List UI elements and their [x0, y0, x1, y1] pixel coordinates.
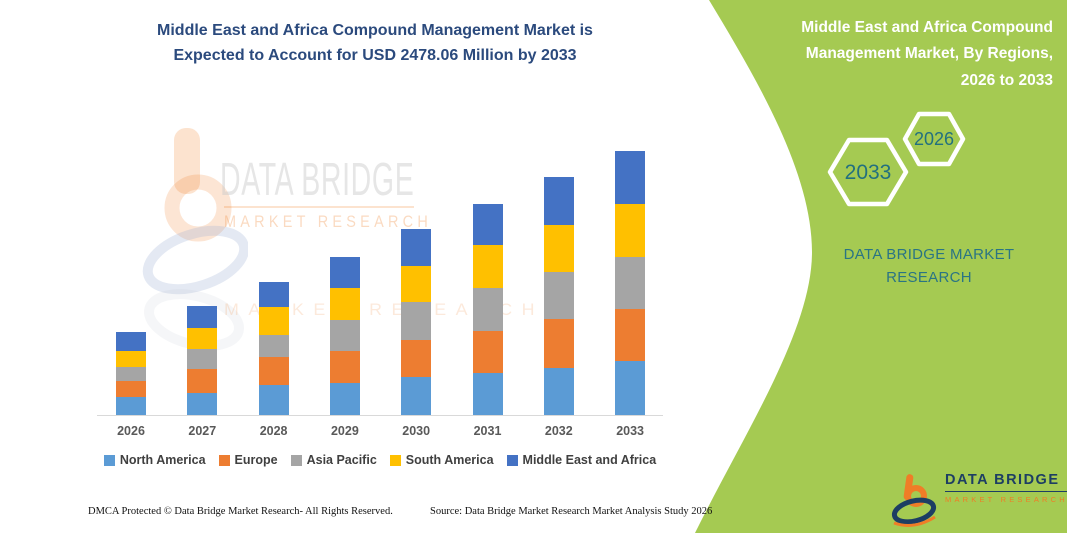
- legend-swatch-europe: [218, 454, 230, 466]
- x-axis-label-2029: 2029: [330, 424, 359, 438]
- bar-segment-2033-south-america: [615, 204, 646, 258]
- brand-name-text: DATA BRIDGE MARKET RESEARCH: [843, 246, 1015, 287]
- bar-2033: [615, 120, 646, 415]
- bar-segment-2032-middle-east-and-africa: [543, 176, 574, 225]
- bar-segment-2030-europe: [401, 339, 432, 378]
- bar-2027: [187, 120, 218, 415]
- bar-segment-2033-asia-pacific: [615, 257, 646, 310]
- panel-heading: Middle East and Africa Compound Manageme…: [801, 19, 1053, 89]
- bar-segment-2027-middle-east-and-africa: [187, 306, 218, 329]
- chart-title: Middle East and Africa Compound Manageme…: [55, 19, 695, 69]
- chart-title-line1: Middle East and Africa Compound Manageme…: [157, 22, 593, 39]
- x-axis-label-2028: 2028: [259, 424, 288, 438]
- chart-legend: North America Europe Asia Pacific South Ame…: [80, 453, 680, 467]
- hexagon-2033: [827, 137, 909, 207]
- x-axis-label-2032: 2032: [544, 424, 573, 438]
- legend-item-asia-pacific: Asia Pacific: [290, 453, 377, 467]
- legend-label-middle-east-and-africa: Middle East and Africa: [522, 453, 657, 467]
- bar-2029: [329, 120, 360, 415]
- brand-logo-name: DATA BRIDGE: [945, 472, 1067, 492]
- legend-swatch-south-america: [389, 454, 401, 466]
- bar-segment-2028-north-america: [258, 384, 289, 415]
- bar-segment-2026-europe: [116, 381, 146, 398]
- bar-segment-2029-asia-pacific: [329, 320, 360, 351]
- footer-source-text: Source: Data Bridge Market Research Mark…: [430, 506, 713, 517]
- bar-2028: [258, 120, 289, 415]
- brand-logo-textblock: DATA BRIDGE MARKET RESEARCH: [945, 472, 1067, 504]
- legend-item-europe: Europe: [218, 453, 278, 467]
- legend-item-north-america: North America: [103, 453, 206, 467]
- footer-dmca-text: DMCA Protected © Data Bridge Market Rese…: [88, 506, 393, 517]
- bar-2030: [401, 120, 432, 415]
- bar-2032: [543, 120, 574, 415]
- bar-2031: [472, 120, 503, 415]
- legend-label-south-america: South America: [405, 453, 494, 467]
- x-axis-labels: 2026 2027 2028 2029 2030 2031 2032 2033: [97, 424, 663, 442]
- hexagon-2026-label: 2026: [914, 129, 954, 149]
- bar-segment-2030-north-america: [401, 377, 432, 415]
- brand-logo: DATA BRIDGE MARKET RESEARCH: [891, 472, 1067, 528]
- legend-swatch-middle-east-and-africa: [506, 454, 518, 466]
- legend-label-europe: Europe: [234, 453, 278, 467]
- x-axis-label-2031: 2031: [473, 424, 502, 438]
- bar-segment-2026-middle-east-and-africa: [116, 332, 146, 351]
- bar-segment-2033-middle-east-and-africa: [615, 151, 646, 205]
- bar-segment-2031-south-america: [472, 244, 503, 289]
- brand-logo-icon: [891, 474, 937, 527]
- bar-segment-2031-asia-pacific: [472, 288, 503, 331]
- hexagon-2033-label: 2033: [845, 161, 892, 184]
- legend-swatch-north-america: [103, 454, 115, 466]
- bar-segment-2030-south-america: [401, 265, 432, 302]
- x-axis-label-2030: 2030: [402, 424, 431, 438]
- bar-segment-2032-south-america: [543, 224, 574, 272]
- bar-segment-2031-europe: [472, 330, 503, 374]
- bar-segment-2032-north-america: [543, 367, 574, 415]
- x-axis-label-2026: 2026: [117, 424, 145, 438]
- bar-segment-2026-south-america: [116, 351, 146, 367]
- x-axis-label-2033: 2033: [616, 424, 644, 438]
- bar-segment-2028-asia-pacific: [258, 335, 289, 358]
- brand-logo-tagline: MARKET RESEARCH: [945, 495, 1067, 504]
- bar-segment-2027-south-america: [187, 328, 218, 349]
- bar-segment-2027-north-america: [187, 393, 218, 415]
- bar-segment-2029-middle-east-and-africa: [329, 256, 360, 288]
- chart-title-line2: Expected to Account for USD 2478.06 Mill…: [173, 46, 577, 64]
- bar-segment-2031-middle-east-and-africa: [472, 203, 503, 245]
- legend-label-north-america: North America: [119, 453, 206, 467]
- legend-label-asia-pacific: Asia Pacific: [306, 453, 377, 467]
- bar-segment-2031-north-america: [472, 373, 503, 415]
- bar-segment-2033-europe: [615, 309, 646, 362]
- bar-segment-2027-asia-pacific: [187, 348, 218, 369]
- bar-chart: [97, 120, 663, 416]
- bar-segment-2029-north-america: [329, 383, 360, 415]
- bar-segment-2028-south-america: [258, 307, 289, 336]
- legend-item-middle-east-and-africa: Middle East and Africa: [506, 453, 657, 467]
- bar-segment-2030-asia-pacific: [401, 301, 432, 340]
- bar-segment-2029-south-america: [329, 287, 360, 321]
- bar-segment-2029-europe: [329, 351, 360, 384]
- legend-swatch-asia-pacific: [290, 454, 302, 466]
- legend-item-south-america: South America: [389, 453, 494, 467]
- bar-2026: [116, 120, 146, 415]
- x-axis-label-2027: 2027: [188, 424, 217, 438]
- bar-segment-2030-middle-east-and-africa: [401, 228, 432, 266]
- bar-segment-2028-middle-east-and-africa: [258, 281, 289, 308]
- bar-segment-2033-north-america: [615, 361, 646, 415]
- bar-segment-2028-europe: [258, 357, 289, 385]
- bar-segment-2026-north-america: [116, 397, 146, 415]
- bar-segment-2032-asia-pacific: [543, 271, 574, 320]
- hexagon-2026: [902, 111, 966, 167]
- bar-segment-2032-europe: [543, 319, 574, 368]
- bar-segment-2027-europe: [187, 369, 218, 394]
- bar-segment-2026-asia-pacific: [116, 366, 146, 382]
- hexagon-badges: 2033 2026: [827, 111, 966, 207]
